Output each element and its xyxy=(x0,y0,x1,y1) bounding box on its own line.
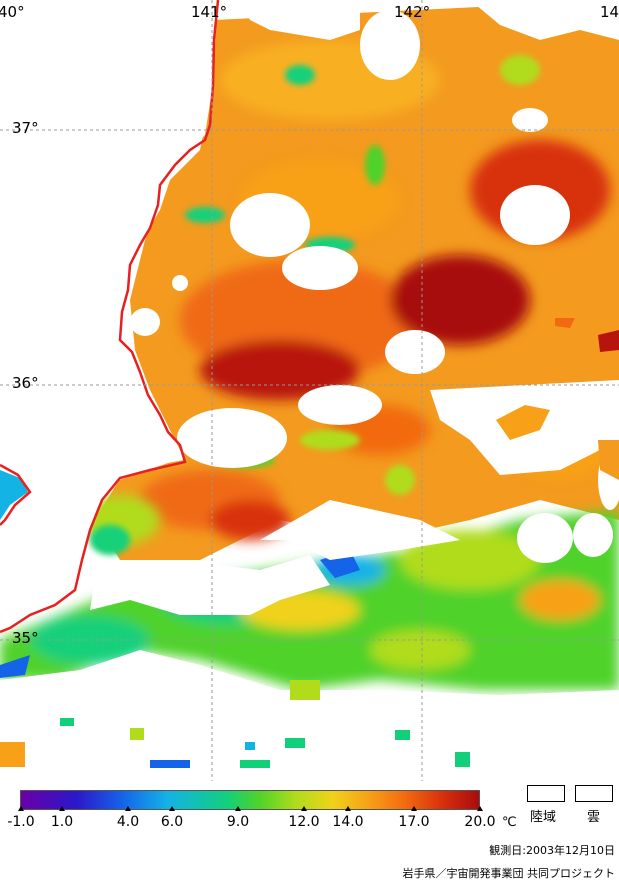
credit-text: 岩手県／宇宙開発事業団 共同プロジェクト xyxy=(402,867,616,880)
legend-land-label: 陸域 xyxy=(530,810,557,825)
colorbar-tick: 1.0 xyxy=(50,814,74,830)
sst-map: 40° 141° 142° 14 37° 36° 35° xyxy=(0,0,619,781)
lat-label-35: 35° xyxy=(12,629,39,647)
colorbar-tick: -1.0 xyxy=(7,814,35,830)
colorbar-tick: 6.0 xyxy=(160,814,184,830)
colorbar-tick: 4.0 xyxy=(116,814,140,830)
sst-patches-south xyxy=(0,318,619,768)
lon-label-140: 40° xyxy=(0,3,25,21)
colorbar xyxy=(20,790,480,810)
legend-land-swatch xyxy=(527,785,565,802)
colorbar-tick: 12.0 xyxy=(288,814,320,830)
graticule xyxy=(0,0,619,781)
legend-cloud-swatch xyxy=(575,785,613,802)
lon-label-143: 14 xyxy=(600,3,619,21)
coastline xyxy=(0,0,220,634)
lon-label-141: 141° xyxy=(191,3,227,21)
lat-label-37: 37° xyxy=(12,119,39,137)
colorbar-tick: 14.0 xyxy=(332,814,364,830)
colorbar-unit: ℃ xyxy=(502,815,517,830)
colorbar-tick: 20.0 xyxy=(464,814,496,830)
cloud-mask xyxy=(0,0,619,781)
lon-label-142: 142° xyxy=(394,3,430,21)
legend-cloud-label: 雲 xyxy=(587,810,601,825)
lat-label-36: 36° xyxy=(12,374,39,392)
colorbar-tick-marks xyxy=(0,806,619,812)
land-inlet xyxy=(0,470,28,520)
colorbar-tick: 17.0 xyxy=(398,814,430,830)
observation-date: 観測日:2003年12月10日 xyxy=(489,844,615,857)
land-area xyxy=(0,0,218,630)
coastline-north-bay xyxy=(0,463,32,526)
colorbar-tick: 9.0 xyxy=(226,814,250,830)
